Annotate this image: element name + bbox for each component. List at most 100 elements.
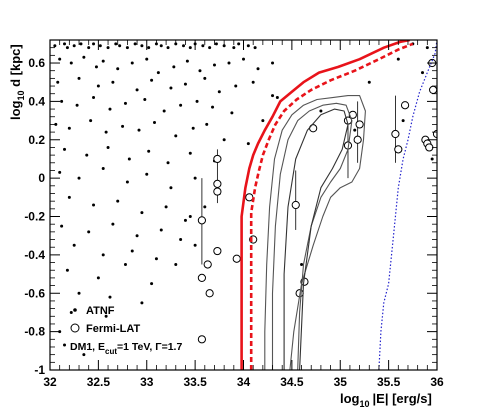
atnf-point [150,282,154,286]
atnf-point [108,295,112,299]
x-tick-label: 35 [334,375,348,389]
atnf-point [188,215,192,219]
atnf-point [179,103,183,107]
atnf-point [246,142,250,146]
atnf-point [261,119,265,123]
atnf-point [60,99,64,103]
atnf-point [140,44,144,48]
fermi-point [245,193,254,202]
atnf-point [92,42,96,46]
atnf-point [87,230,91,234]
atnf-point [242,57,245,61]
legend-marker-fermi [70,323,80,333]
y-tick-label: -0.8 [24,325,45,339]
atnf-point [271,61,275,65]
atnf-point [72,44,76,48]
atnf-point [251,80,255,84]
atnf-point [106,46,110,50]
x-axis-title: log10 |E| [erg/s] [340,391,432,409]
atnf-point [188,151,192,155]
atnf-point [65,46,69,50]
atnf-point [92,96,96,100]
atnf-point [150,78,154,82]
atnf-point [108,107,112,111]
atnf-point [156,71,160,75]
atnf-point [65,268,69,272]
atnf-point [104,130,108,134]
atnf-point [101,59,105,63]
tick-layer: 32 32.5 33 33.5 34 34.5 35 35.5 36 -1 -0.8 -0.6 -0.4… [24,40,444,389]
atnf-point [56,80,60,84]
atnf-point [174,262,178,266]
y-tick-label: -0.6 [24,286,45,300]
atnf-point [319,109,323,113]
atnf-point [116,199,120,203]
plot-area [53,40,437,370]
x-tick-label: 35.5 [377,375,401,389]
atnf-point [217,90,221,94]
fermi-point [197,335,206,344]
atnf-point [145,172,149,176]
atnf-point [96,276,100,280]
x-tick-label: 33.5 [183,375,207,389]
atnf-point [135,88,139,92]
legend-label-fermi: Fermi-LAT [86,323,140,335]
atnf-point [193,176,197,180]
atnf-point [430,157,434,161]
legend-label-atnf: ATNF [86,305,115,317]
atnf-point [82,55,86,59]
atnf-point [152,121,156,124]
atnf-point [85,153,89,157]
fermi-point [353,135,362,144]
atnf-point [67,126,71,130]
x-tick-label: 32 [43,375,57,389]
curve-dashed-3 [249,42,414,370]
legend: ATNF Fermi-LAT DM1, Ecut=1 TeV, Γ=1.7 [70,305,182,356]
atnf-point [118,44,122,48]
y-tick-label: 0 [38,171,45,185]
atnf-point [166,161,170,165]
atnf-point [159,228,163,232]
atnf-point [212,63,216,67]
atnf-point [169,86,173,90]
atnf-point [77,76,81,80]
atnf-point [69,61,73,65]
atnf-point [135,234,139,238]
atnf-point [367,80,371,84]
x-tick-label: 34.5 [280,375,304,389]
atnf-point [67,195,71,199]
atnf-point [101,253,105,257]
fermi-point [197,216,206,225]
y-tick-label: 0.2 [28,133,45,147]
x-tick-label: 32.5 [87,375,111,389]
atnf-point [130,61,134,65]
atnf-point [300,262,304,266]
y-tick-label: -0.2 [24,210,45,224]
atnf-point [77,291,81,295]
legend-note: DM1, Ecut=1 TeV, Γ=1.7 [70,341,182,356]
atnf-point [147,149,151,153]
atnf-point [188,46,192,50]
fermi-point [213,187,222,196]
atnf-point [191,126,195,130]
atnf-point [203,76,207,80]
atnf-point [164,205,168,209]
atnf-point [195,99,199,103]
x-tick-label: 36 [430,375,444,389]
atnf-point [54,122,58,126]
y-tick-label: 0.6 [28,56,45,70]
atnf-point [396,57,400,61]
atnf-point [208,46,212,50]
atnf-point [174,134,178,138]
atnf-point [114,42,118,46]
curve-solid-2 [240,40,411,370]
atnf-point [58,170,62,174]
atnf-point [203,205,207,209]
atnf-point [201,44,205,48]
y-axis-title: log10 d [kpc] [8,44,26,120]
atnf-point [77,176,81,180]
atnf-point [137,128,141,132]
curve-solid-4 [264,95,366,370]
atnf-point [230,111,234,115]
